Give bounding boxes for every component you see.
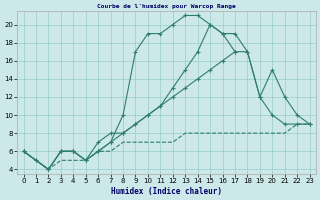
- Title: Courbe de l'humidex pour Warcop Range: Courbe de l'humidex pour Warcop Range: [97, 4, 236, 9]
- X-axis label: Humidex (Indice chaleur): Humidex (Indice chaleur): [111, 187, 222, 196]
